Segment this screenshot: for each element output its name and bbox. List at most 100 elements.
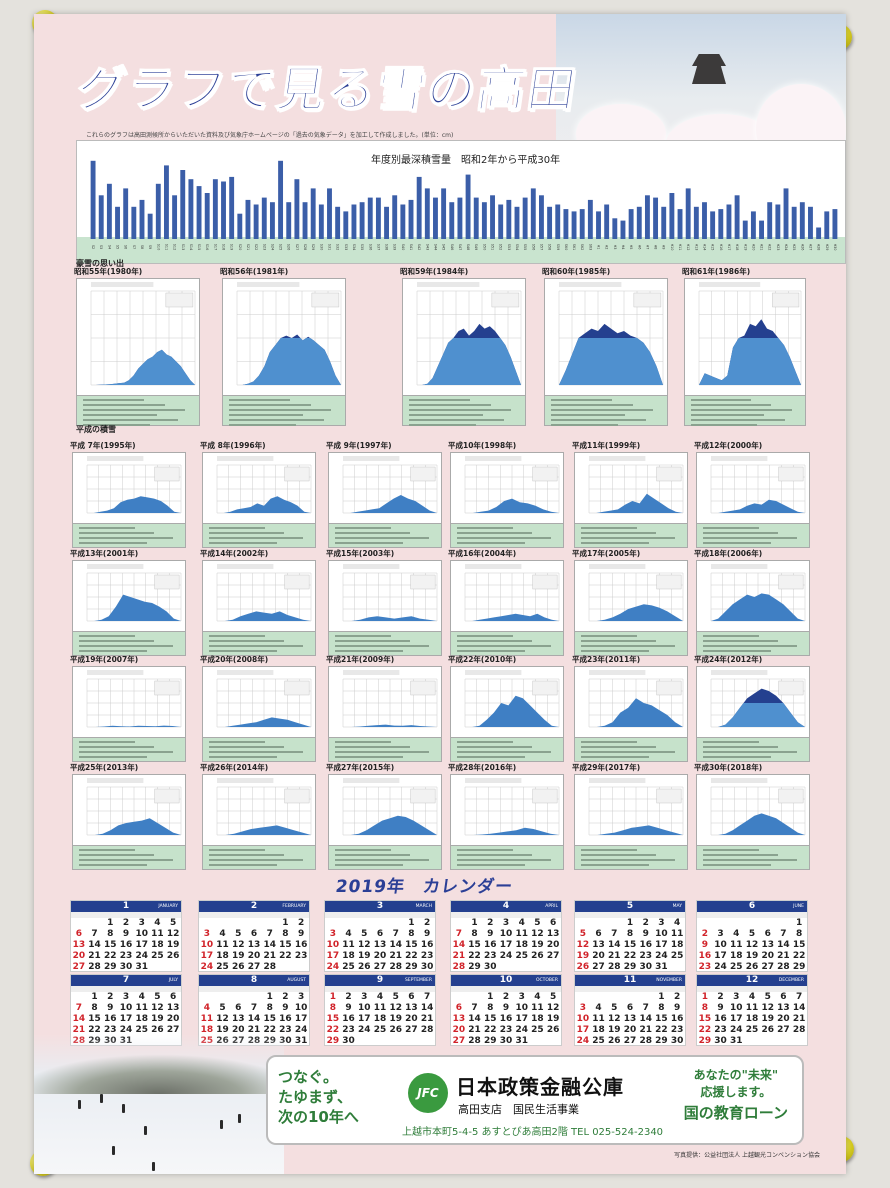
day-cell: 28 (420, 1025, 434, 1035)
day-cell: 24 (576, 1036, 590, 1046)
snow-depth-area (711, 593, 805, 621)
day-cell: 2 (701, 929, 708, 939)
mini-plot-area (696, 560, 810, 632)
day-cell: 21 (72, 1025, 86, 1035)
mini-plot-area (72, 560, 186, 632)
day-cell: 24 (515, 1025, 528, 1035)
day-cell: 6 (780, 992, 787, 1002)
weekday-header-strip (325, 912, 435, 918)
day-cell: 26 (576, 962, 590, 972)
year-bar (408, 199, 414, 239)
day-cell: 27 (452, 1036, 466, 1046)
day-cell: 3 (733, 992, 740, 1002)
day-cell: 8 (91, 1003, 98, 1013)
month-number: 1 (122, 901, 130, 911)
mini-plot-area (202, 774, 316, 846)
year-tick-label: H21 (760, 244, 764, 251)
day-cell: 26 (745, 962, 759, 972)
year-tick-label: S48 (466, 244, 470, 250)
note-text-line (457, 741, 513, 743)
month-header-strip (217, 778, 274, 783)
mini-area-svg (464, 456, 560, 514)
day-cell: 23 (670, 1025, 684, 1035)
year-tick-label: S58 (548, 244, 552, 250)
day-cell: 25 (373, 1025, 387, 1035)
mini-area-svg (342, 564, 438, 622)
empty-day-cell (776, 918, 792, 929)
day-cell: 28 (792, 1025, 806, 1035)
year-tick-label: S46 (450, 244, 454, 250)
year-bar (188, 179, 194, 239)
day-cell: 9 (701, 940, 708, 950)
heisei-year-title: 平成24年(2012年) (694, 655, 763, 664)
mini-area-svg (86, 456, 182, 514)
weekday-header-strip (71, 986, 181, 992)
day-cell: 24 (326, 962, 340, 972)
mini-area-svg (588, 456, 684, 514)
year-bar (587, 199, 593, 239)
empty-day-cell (246, 918, 262, 929)
heisei-year-title: 平成15年(2003年) (326, 549, 395, 558)
month-header-strip (711, 670, 768, 675)
month-english-name: AUGUST (287, 978, 306, 983)
month-header: 1 JANUARY (71, 901, 181, 912)
snow-depth-mini-chart: 平成 7年(1995年) (70, 441, 186, 548)
ad-slogan-line2: たゆまず、 (278, 1088, 352, 1106)
day-cell: 9 (487, 929, 494, 939)
note-text-line (581, 645, 676, 647)
note-text-line (581, 756, 650, 758)
day-cell: 6 (75, 929, 82, 939)
day-cell: 8 (329, 1003, 336, 1013)
year-tick-label: H20 (751, 244, 755, 251)
mini-plot-area (328, 774, 442, 846)
mini-plot-area (574, 452, 688, 524)
weather-notes-box (328, 846, 442, 870)
note-text-line (581, 741, 637, 743)
memory-year-title: 昭和60年(1985年) (542, 267, 611, 276)
day-cell: 2 (502, 992, 510, 1002)
heisei-year-title: 平成30年(2018年) (694, 763, 763, 772)
year-bar (90, 160, 96, 239)
day-cell: 27 (373, 962, 387, 972)
snow-depth-area (87, 818, 181, 835)
year-tick-label: S43 (425, 244, 429, 250)
year-bar (759, 220, 764, 239)
month-number: 12 (745, 975, 759, 985)
day-cell: 27 (405, 1025, 418, 1035)
mini-area-svg (710, 670, 806, 728)
note-text-line (209, 849, 265, 851)
year-bar (286, 202, 292, 239)
snow-depth-mini-chart: 平成15年(2003年) (326, 549, 442, 656)
month-header-strip (87, 670, 144, 675)
weather-notes-box (574, 738, 688, 762)
day-cell: 29 (405, 962, 418, 972)
mini-plot-area (696, 452, 810, 524)
day-cell: 3 (579, 1003, 586, 1013)
month-number: 8 (250, 975, 258, 985)
note-text-line (581, 859, 676, 861)
day-cell: 21 (608, 951, 621, 961)
day-cell: 17 (576, 1025, 590, 1035)
mini-plot-area (684, 278, 806, 396)
year-bar (628, 209, 634, 239)
note-text-line (551, 419, 647, 421)
stats-box (778, 680, 804, 696)
year-bar (457, 197, 463, 239)
year-bar (718, 209, 724, 239)
day-cell: 8 (658, 1003, 665, 1013)
day-cell: 26 (761, 1025, 774, 1035)
day-cell: 25 (592, 1036, 605, 1046)
stats-box (284, 680, 310, 696)
day-cell: 21 (792, 1014, 806, 1024)
day-cell: 13 (546, 929, 560, 939)
day-cell: 5 (764, 992, 771, 1002)
year-tick-label: H15 (711, 244, 715, 251)
mini-area-svg (464, 564, 560, 622)
note-text-line (551, 409, 654, 411)
day-cell: 16 (342, 1014, 355, 1024)
day-cell: 25 (745, 1025, 759, 1035)
note-text-line (409, 409, 512, 411)
skier (220, 1120, 223, 1129)
note-text-line (551, 414, 626, 416)
